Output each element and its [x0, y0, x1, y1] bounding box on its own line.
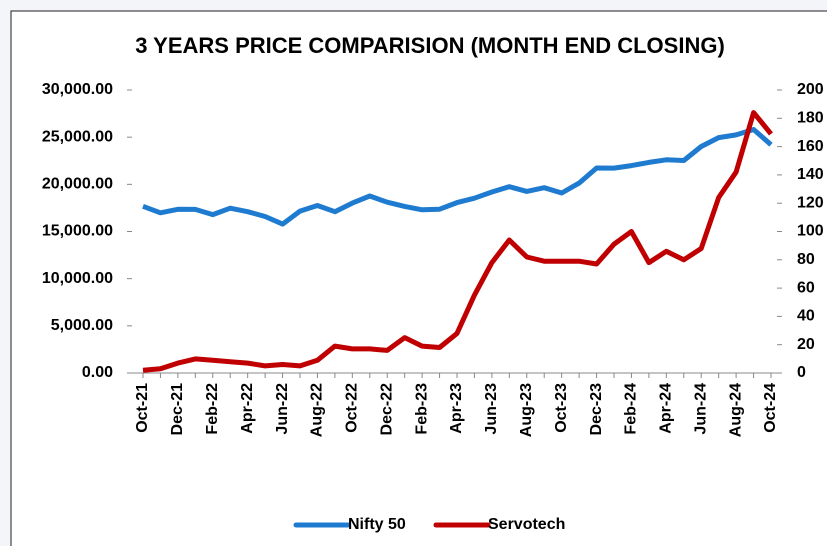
y2-tick-label: 200: [797, 81, 824, 98]
y2-tick-label: 20: [797, 336, 815, 353]
x-tick-label: Apr-22: [239, 383, 256, 434]
x-tick-label: Feb-23: [413, 383, 430, 435]
x-tick-label: Apr-23: [448, 383, 465, 434]
x-tick-label: Aug-24: [727, 383, 744, 437]
legend-label: Servotech: [488, 516, 565, 533]
x-tick-label: Dec-21: [169, 383, 186, 436]
x-tick-label: Jun-22: [274, 383, 291, 435]
y-tick-label: 10,000.00: [42, 270, 113, 287]
legend-label: Nifty 50: [348, 516, 406, 533]
y-tick-label: 0.00: [82, 364, 113, 381]
y-tick-label: 15,000.00: [42, 223, 113, 240]
x-tick-label: Feb-24: [623, 383, 640, 435]
series-line: [142, 110, 773, 373]
x-tick-label: Apr-24: [658, 383, 675, 434]
x-tick-label: Jun-24: [692, 383, 709, 435]
y-tick-label: 30,000.00: [42, 81, 113, 98]
y2-tick-label: 0: [797, 364, 806, 381]
chart-title: 3 YEARS PRICE COMPARISION (MONTH END CLO…: [135, 33, 725, 58]
y-tick-label: 5,000.00: [51, 317, 113, 334]
y2-tick-label: 180: [797, 110, 824, 127]
x-tick-label: Jun-23: [483, 383, 500, 435]
y2-tick-label: 80: [797, 251, 815, 268]
x-tick-label: Dec-22: [378, 383, 395, 436]
series-line: [142, 127, 773, 227]
y2-tick-label: 160: [797, 138, 824, 155]
y-tick-label: 25,000.00: [42, 128, 113, 145]
y2-tick-label: 100: [797, 223, 824, 240]
x-tick-label: Aug-23: [518, 383, 535, 437]
y2-tick-label: 140: [797, 166, 824, 183]
y2-tick-label: 40: [797, 308, 815, 325]
x-tick-label: Oct-21: [134, 383, 151, 433]
x-tick-label: Oct-24: [762, 383, 779, 433]
y-tick-label: 20,000.00: [42, 176, 113, 193]
x-tick-label: Feb-22: [204, 383, 221, 435]
x-tick-label: Aug-22: [309, 383, 326, 437]
y2-tick-label: 120: [797, 194, 824, 211]
y2-tick-label: 60: [797, 279, 815, 296]
x-tick-label: Oct-22: [344, 383, 361, 433]
x-tick-label: Oct-23: [553, 383, 570, 433]
chart-frame: [10, 10, 827, 546]
x-tick-label: Dec-23: [588, 383, 605, 436]
